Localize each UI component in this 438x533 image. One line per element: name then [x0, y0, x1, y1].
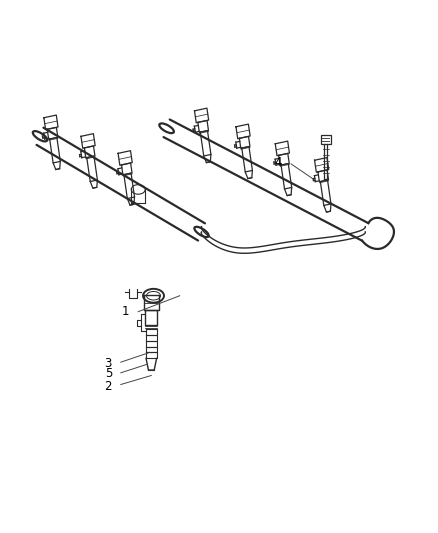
Text: 4: 4: [275, 156, 283, 169]
Text: 3: 3: [105, 357, 112, 370]
Text: 5: 5: [105, 367, 112, 381]
Text: 2: 2: [105, 379, 112, 393]
Text: 1: 1: [122, 305, 130, 318]
